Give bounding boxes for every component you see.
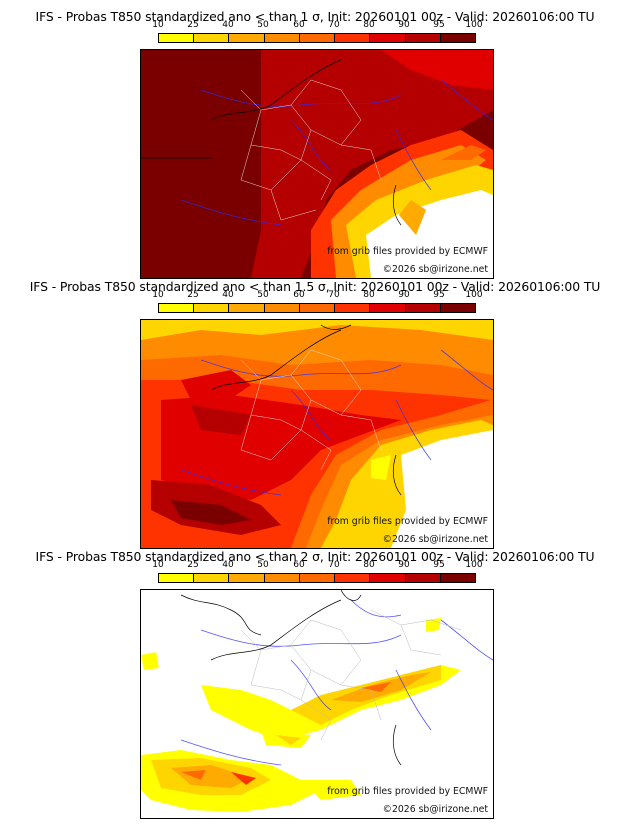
legend-tick: 50	[257, 20, 269, 30]
legend-swatch	[405, 574, 441, 582]
legend-tick: 100	[465, 20, 483, 30]
legend-tick: 60	[293, 290, 305, 300]
map-canvas	[141, 50, 493, 278]
legend-swatch	[370, 34, 406, 42]
legend-tick: 70	[328, 290, 340, 300]
legend-tick: 100	[465, 290, 483, 300]
copyright-credit: ©2026 sb@irizone.net	[382, 804, 488, 815]
legend-tick: 25	[187, 20, 199, 30]
legend-tick: 80	[363, 560, 375, 570]
legend-swatch	[370, 304, 406, 312]
legend-tick: 25	[187, 560, 199, 570]
legend-swatch	[405, 304, 441, 312]
legend-tick: 40	[222, 290, 234, 300]
legend-swatch	[370, 574, 406, 582]
legend-swatch	[335, 574, 371, 582]
legend-colorbar	[158, 573, 476, 583]
legend-swatch	[335, 34, 371, 42]
legend-tick: 25	[187, 290, 199, 300]
legend-tick: 50	[257, 560, 269, 570]
legend-swatch	[264, 304, 300, 312]
color-legend: 10 25 40 50 60 70 80 90 95 100	[152, 290, 483, 318]
legend-tick: 95	[433, 560, 445, 570]
legend-swatch	[194, 574, 230, 582]
legend-tick: 100	[465, 560, 483, 570]
legend-tick: 80	[363, 20, 375, 30]
color-legend: 10 25 40 50 60 70 80 90 95 100	[152, 560, 483, 588]
legend-swatch	[335, 304, 371, 312]
legend-swatch	[229, 574, 265, 582]
legend-tick: 95	[433, 290, 445, 300]
legend-swatch	[405, 34, 441, 42]
legend-tick: 10	[152, 20, 164, 30]
panel-title: IFS - Probas T850 standardized ano < tha…	[35, 9, 595, 24]
probability-map: from grib files provided by ECMWF ©2026 …	[140, 589, 494, 819]
legend-swatch	[229, 304, 265, 312]
legend-tick: 95	[433, 20, 445, 30]
map-canvas	[141, 590, 493, 818]
legend-tick: 90	[398, 20, 410, 30]
data-source-credit: from grib files provided by ECMWF	[327, 516, 488, 527]
data-source-credit: from grib files provided by ECMWF	[327, 786, 488, 797]
legend-tick: 70	[328, 560, 340, 570]
legend-swatch	[194, 304, 230, 312]
legend-swatch	[194, 34, 230, 42]
legend-tick: 80	[363, 290, 375, 300]
copyright-credit: ©2026 sb@irizone.net	[382, 264, 488, 275]
copyright-credit: ©2026 sb@irizone.net	[382, 534, 488, 545]
panel-sigma-1-5: IFS - Probas T850 standardized ano < tha…	[0, 270, 630, 549]
legend-colorbar	[158, 33, 476, 43]
legend-swatch	[264, 574, 300, 582]
legend-tick: 70	[328, 20, 340, 30]
panel-sigma-2: IFS - Probas T850 standardized ano < tha…	[0, 540, 630, 819]
legend-tick: 10	[152, 560, 164, 570]
legend-swatch	[159, 574, 195, 582]
legend-tick: 40	[222, 560, 234, 570]
legend-swatch	[299, 304, 336, 312]
legend-tick: 50	[257, 290, 269, 300]
legend-swatch	[299, 34, 336, 42]
probability-map: from grib files provided by ECMWF ©2026 …	[140, 49, 494, 279]
panel-sigma-1: IFS - Probas T850 standardized ano < tha…	[0, 0, 630, 279]
legend-tick: 10	[152, 290, 164, 300]
panel-title: IFS - Probas T850 standardized ano < tha…	[29, 279, 601, 294]
legend-tick: 60	[293, 560, 305, 570]
legend-swatch	[299, 574, 336, 582]
legend-swatch	[440, 574, 475, 582]
legend-tick: 90	[398, 290, 410, 300]
legend-swatch	[159, 34, 195, 42]
legend-colorbar	[158, 303, 476, 313]
legend-swatch	[440, 34, 475, 42]
legend-swatch	[159, 304, 195, 312]
legend-swatch	[229, 34, 265, 42]
legend-tick: 40	[222, 20, 234, 30]
legend-swatch	[440, 304, 475, 312]
legend-tick: 60	[293, 20, 305, 30]
probability-map: from grib files provided by ECMWF ©2026 …	[140, 319, 494, 549]
color-legend: 10 25 40 50 60 70 80 90 95 100	[152, 20, 483, 48]
data-source-credit: from grib files provided by ECMWF	[327, 246, 488, 257]
legend-swatch	[264, 34, 300, 42]
panel-title: IFS - Probas T850 standardized ano < tha…	[35, 549, 595, 564]
map-canvas	[141, 320, 493, 548]
legend-tick: 90	[398, 560, 410, 570]
